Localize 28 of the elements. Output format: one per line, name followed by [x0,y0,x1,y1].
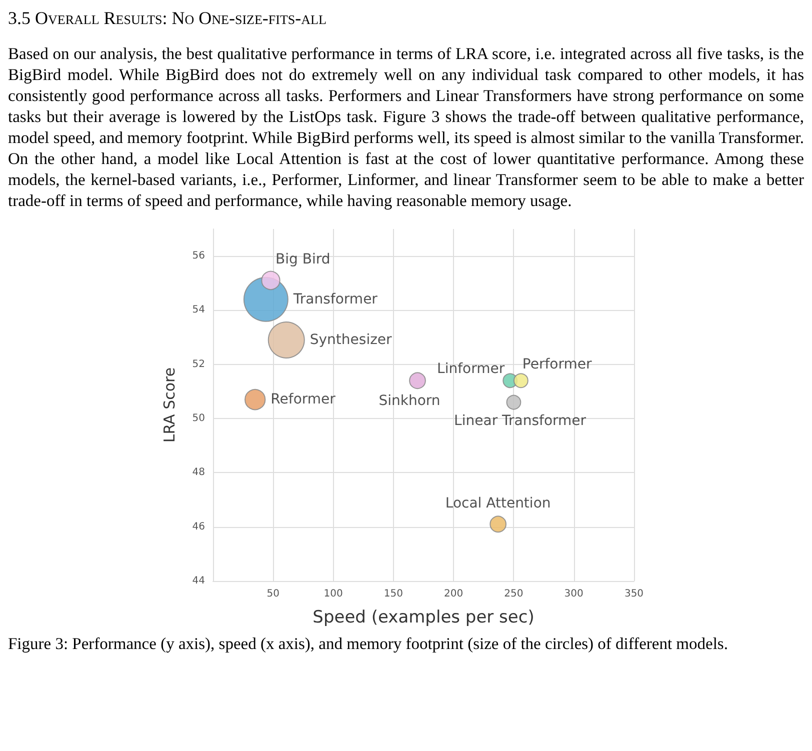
series-label: Linformer [437,360,505,377]
x-tick-label: 100 [324,588,343,600]
series-label: Big Bird [276,252,330,268]
x-tick-label: 150 [384,588,403,600]
caption: Figure 3: Performance (y axis), speed (x axis), and memory footprint (size of the circles) of different models. [8,633,729,654]
series-label: Sinkhorn [378,393,440,410]
series-label: Linear Transformer [454,413,586,430]
series-label: Synthesizer [310,332,392,348]
series-label: Transformer [292,291,378,308]
x-tick-label: 300 [564,588,584,600]
y-axis-title: LRA Score [160,367,178,443]
x-axis-title: Speed (examples per sec) [312,608,534,628]
series-label: Reformer [270,392,336,408]
y-tick-label: 52 [192,358,205,370]
y-tick-label: 44 [192,576,205,586]
x-tick-label: 200 [444,588,464,600]
y-tick-label: 56 [192,250,205,262]
y-tick-label: 46 [192,521,205,532]
y-tick-label: 54 [192,304,205,316]
series-label: Performer [522,356,592,373]
chart-title: 3.5 Overall Results: No One-size-fits-all [8,8,328,29]
x-tick-label: 50 [266,588,280,600]
y-tick-label: 48 [192,467,205,478]
chart-subtitle: Based on our analysis, the best qualitative performance in terms of LRA score, i.e. integrated across all five tasks, is the BigBird model. While BigBird does not do extremely well on any individual task compared to other models, it has consistently good performance across all tasks. Performers and Linear Transformers have strong performance on some tasks but their average is lowered by the ListOps task. Figure 3 shows the trade-off between qualitative performance, model speed, and memory footprint. While BigBird performs well, its speed is almost similar to the vanilla Transformer. On the other hand, a model like Local Attention is fast at the cost of lower quantitative performance. Among these models, the kernel-based variants, i.e., Performer, Linformer, and linear Transformer seem to be able to make a better trade-off in terms of speed and performance, while having reasonable memory usage. [8,43,804,211]
x-tick-label: 250 [504,588,524,600]
x-tick-label: 350 [624,588,644,600]
y-tick-label: 50 [192,413,205,424]
series-label: Local Attention [445,496,551,512]
